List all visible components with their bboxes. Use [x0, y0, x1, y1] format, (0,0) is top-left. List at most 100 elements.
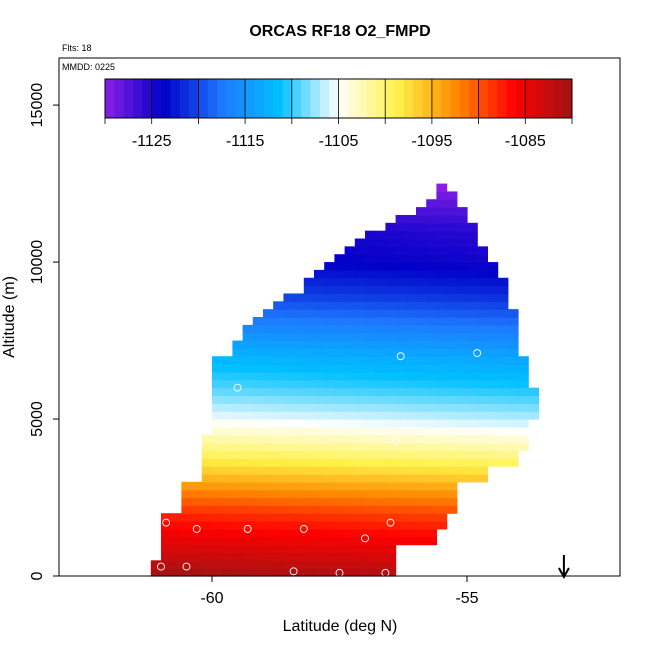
y-tick-label: 10000: [29, 240, 46, 285]
heatmap-cell: [232, 442, 244, 452]
heatmap-cell: [395, 364, 407, 373]
heatmap-cell: [314, 371, 325, 381]
sample-marker: [391, 437, 400, 445]
heatmap-cell: [242, 419, 254, 428]
heatmap-cell: [171, 513, 182, 522]
heatmap-cell: [191, 489, 203, 499]
heatmap-cell: [273, 481, 284, 491]
heatmap-cell: [242, 450, 254, 459]
heatmap-cell: [497, 356, 509, 365]
heatmap-cell: [242, 371, 254, 381]
heatmap-cell: [365, 387, 376, 397]
heatmap-cell: [263, 332, 274, 342]
heatmap-cell: [416, 230, 427, 240]
heatmap-cell: [416, 473, 427, 483]
heatmap-cell: [334, 466, 346, 475]
heatmap-cell: [212, 513, 223, 522]
heatmap-cell: [436, 293, 448, 302]
sample-marker: [544, 386, 553, 395]
heatmap-cell: [507, 458, 519, 467]
heatmap-cell: [436, 348, 448, 357]
heatmap-cell: [365, 309, 376, 318]
heatmap-cell: [487, 277, 499, 287]
heatmap-cell: [456, 395, 468, 404]
heatmap-cell: [303, 340, 315, 349]
heatmap-cell: [375, 442, 386, 452]
heatmap-cell: [324, 552, 335, 561]
heatmap-cell: [212, 458, 223, 467]
heatmap-cell: [385, 411, 397, 420]
heatmap-cell: [385, 528, 397, 538]
heatmap-cell: [487, 269, 499, 279]
heatmap-cell: [405, 269, 417, 279]
colorbar-segment: [245, 79, 255, 118]
heatmap-cell: [405, 513, 417, 522]
heatmap-cell: [467, 426, 478, 436]
heatmap-cell: [375, 544, 386, 554]
heatmap-cell: [375, 450, 386, 459]
heatmap-cell: [416, 442, 427, 452]
heatmap-cell: [477, 262, 488, 271]
heatmap-cell: [426, 207, 437, 216]
heatmap-cell: [385, 387, 397, 397]
heatmap-cell: [273, 419, 284, 428]
heatmap-cell: [324, 285, 335, 295]
heatmap-cell: [354, 521, 366, 530]
heatmap-cell: [232, 340, 244, 349]
sample-marker: [299, 524, 308, 533]
heatmap-cell: [212, 489, 223, 499]
heatmap-cell: [303, 473, 315, 483]
heatmap-cell: [426, 497, 437, 506]
heatmap-cell: [385, 497, 397, 506]
heatmap-cell: [324, 371, 335, 381]
heatmap-cell: [385, 513, 397, 522]
heatmap-cell: [395, 324, 407, 334]
heatmap-cell: [426, 254, 437, 263]
heatmap-cell: [324, 505, 335, 514]
heatmap-cell: [344, 364, 356, 373]
heatmap-cell: [436, 379, 448, 389]
heatmap-cell: [365, 293, 376, 302]
heatmap-cell: [467, 332, 478, 342]
heatmap-cell: [477, 356, 488, 365]
heatmap-cell: [405, 285, 417, 295]
heatmap-cell: [467, 403, 478, 412]
heatmap-cell: [456, 293, 468, 302]
sample-marker: [182, 562, 191, 571]
heatmap-cell: [212, 426, 223, 436]
heatmap-cell: [395, 536, 407, 546]
heatmap-cell: [446, 238, 458, 247]
heatmap-cell: [456, 269, 468, 279]
heatmap-cell: [365, 544, 376, 554]
heatmap-cell: [456, 207, 468, 216]
heatmap-cell: [436, 521, 448, 530]
heatmap-cell: [416, 497, 427, 506]
heatmap-cell: [365, 230, 376, 240]
heatmap-cell: [405, 222, 417, 232]
heatmap-cell: [273, 442, 284, 452]
heatmap-cell: [456, 222, 468, 232]
heatmap-cell: [273, 513, 284, 522]
heatmap-cell: [365, 552, 376, 561]
heatmap-cell: [344, 544, 356, 554]
heatmap-cell: [416, 458, 427, 467]
heatmap-cell: [446, 387, 458, 397]
heatmap-cell: [405, 481, 417, 491]
heatmap-cell: [344, 497, 356, 506]
heatmap-cell: [273, 466, 284, 475]
heatmap-cell: [385, 458, 397, 467]
heatmap-cell: [365, 568, 376, 577]
heatmap-cell: [385, 552, 397, 561]
heatmap-cell: [446, 246, 458, 255]
heatmap-cell: [303, 324, 315, 334]
heatmap-cell: [416, 481, 427, 491]
heatmap-cell: [497, 332, 509, 342]
heatmap-cell: [395, 489, 407, 499]
heatmap-cell: [375, 317, 386, 326]
heatmap-cell: [324, 489, 335, 499]
heatmap-cell: [354, 254, 366, 263]
heatmap-cell: [334, 434, 346, 444]
heatmap-cell: [324, 395, 335, 404]
heatmap-cell: [273, 544, 284, 554]
